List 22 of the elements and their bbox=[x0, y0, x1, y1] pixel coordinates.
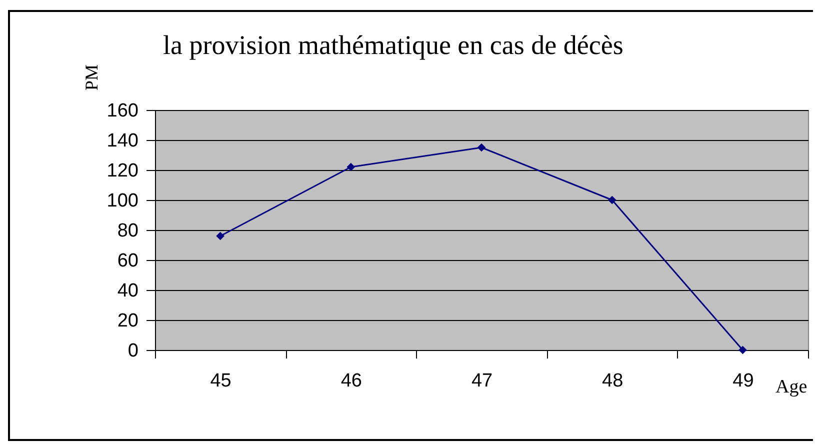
chart-title: la provision mathématique en cas de décès bbox=[163, 30, 624, 60]
y-tick-label: 140 bbox=[106, 130, 138, 152]
x-axis-title: Age bbox=[776, 376, 808, 398]
point bbox=[608, 196, 616, 204]
x-tick-label: 46 bbox=[340, 370, 362, 392]
y-tick-label: 60 bbox=[117, 250, 138, 272]
y-tick-label: 0 bbox=[128, 340, 138, 362]
point bbox=[216, 232, 224, 240]
y-tick-label: 120 bbox=[106, 160, 138, 182]
y-tick-label: 80 bbox=[117, 220, 138, 242]
point bbox=[477, 143, 486, 152]
x-tick-label: 48 bbox=[602, 370, 624, 392]
x-tick-label: 49 bbox=[732, 370, 754, 392]
point bbox=[346, 162, 356, 172]
point bbox=[738, 346, 747, 354]
y-tick-label: 100 bbox=[106, 190, 138, 212]
x-tick-label: 47 bbox=[471, 370, 493, 392]
x-tick-label: 45 bbox=[210, 370, 232, 392]
y-tick-label: 20 bbox=[117, 310, 138, 332]
y-tick-label: 160 bbox=[106, 100, 138, 122]
y-axis-title: PM bbox=[82, 64, 102, 91]
y-tick-label: 40 bbox=[117, 280, 138, 302]
